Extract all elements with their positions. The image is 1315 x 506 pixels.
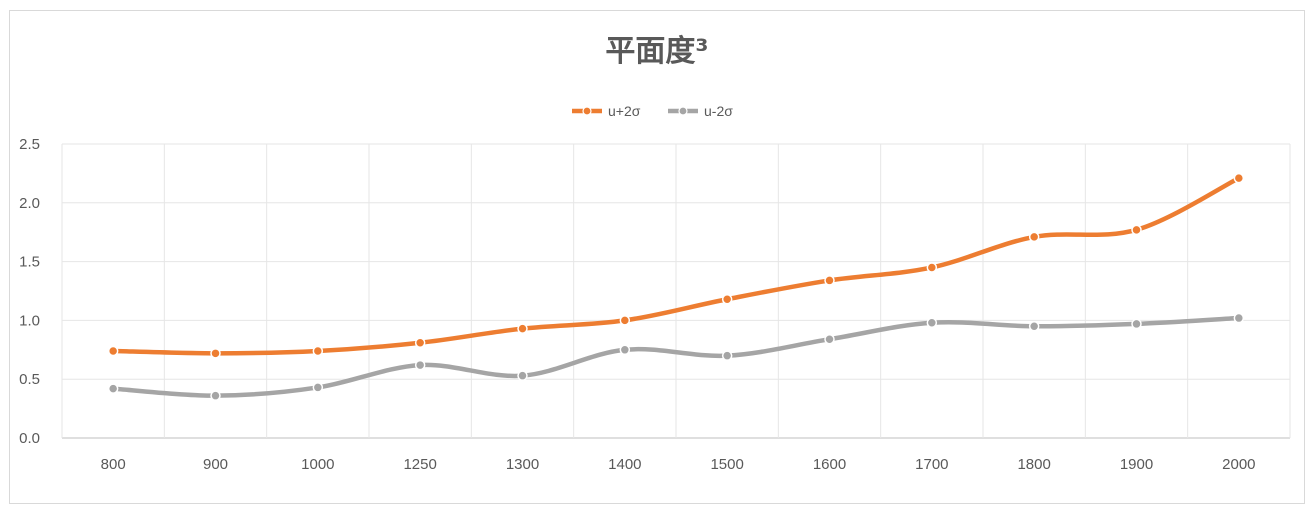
x-tick-label: 800 bbox=[101, 456, 126, 473]
data-point bbox=[107, 383, 119, 394]
data-point bbox=[414, 337, 426, 348]
data-point bbox=[107, 345, 119, 357]
chart-frame bbox=[9, 10, 1305, 504]
legend-label: u-2σ bbox=[704, 103, 733, 119]
series-line bbox=[110, 315, 1242, 398]
y-tick-label: 1.0 bbox=[19, 312, 40, 329]
x-tick-label: 1700 bbox=[915, 456, 948, 473]
series-group bbox=[107, 172, 1245, 401]
y-tick-label: 0.5 bbox=[19, 371, 40, 388]
data-point bbox=[517, 323, 528, 334]
data-point bbox=[1131, 318, 1142, 330]
data-point bbox=[517, 370, 528, 381]
data-point bbox=[619, 344, 631, 356]
x-tick-label: 900 bbox=[203, 456, 228, 473]
data-point bbox=[1233, 172, 1245, 184]
data-point bbox=[926, 317, 938, 329]
data-point bbox=[312, 382, 324, 393]
y-axis-ticks: 0.0 0.5 1.0 1.5 2.0 2.5 bbox=[19, 136, 40, 447]
data-point bbox=[824, 333, 835, 345]
data-point bbox=[1131, 224, 1142, 236]
data-point bbox=[210, 348, 221, 359]
legend-marker bbox=[678, 106, 688, 116]
data-point bbox=[926, 262, 938, 273]
x-tick-label: 1000 bbox=[301, 456, 334, 473]
x-tick-label: 1500 bbox=[710, 456, 743, 473]
y-tick-label: 0.0 bbox=[19, 430, 40, 447]
x-tick-label: 1250 bbox=[403, 456, 436, 473]
data-point bbox=[210, 390, 221, 401]
y-tick-label: 2.0 bbox=[19, 195, 40, 212]
grid bbox=[61, 143, 1291, 439]
series-line bbox=[110, 175, 1242, 356]
data-point bbox=[721, 293, 733, 305]
legend-marker bbox=[582, 106, 592, 116]
data-point bbox=[1233, 312, 1245, 324]
data-point bbox=[1028, 321, 1040, 332]
x-tick-label: 1400 bbox=[608, 456, 641, 473]
data-point bbox=[619, 315, 631, 326]
x-tick-label: 1300 bbox=[506, 456, 539, 473]
data-point bbox=[721, 350, 733, 361]
data-point bbox=[1028, 231, 1040, 243]
legend-label: u+2σ bbox=[608, 103, 641, 119]
data-point bbox=[414, 359, 426, 371]
y-tick-label: 1.5 bbox=[19, 254, 40, 271]
legend: u+2σ u-2σ bbox=[572, 103, 733, 119]
data-point bbox=[312, 345, 324, 357]
x-tick-label: 1900 bbox=[1120, 456, 1153, 473]
chart-title: 平面度³ bbox=[605, 34, 708, 69]
y-tick-label: 2.5 bbox=[19, 136, 40, 153]
data-point bbox=[824, 275, 835, 286]
x-tick-label: 1600 bbox=[813, 456, 846, 473]
x-tick-label: 1800 bbox=[1017, 456, 1050, 473]
x-tick-label: 2000 bbox=[1222, 456, 1255, 473]
x-axis-ticks: 800 900 1000 1250 1300 1400 1500 1600 1700 1800 19… bbox=[101, 456, 1256, 473]
